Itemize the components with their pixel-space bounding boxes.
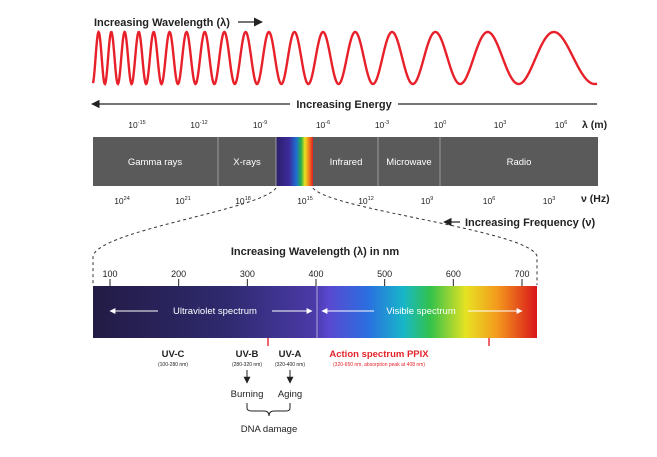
frequency-tick-6-base: 10 — [483, 196, 493, 206]
frequency-tick-7-exponent: 3 — [552, 196, 555, 202]
nm-tick-label-0: 100 — [102, 269, 117, 279]
nm-tick-label-2: 300 — [240, 269, 255, 279]
wavelength-tick-7-exponent: 6 — [564, 120, 567, 126]
frequency-tick-4-exponent: 12 — [368, 196, 374, 202]
wavelength-unit: λ (m) — [582, 119, 607, 131]
wavelength-tick-7: 106 — [555, 120, 568, 130]
frequency-tick-7: 103 — [543, 196, 556, 206]
zoom-line-left — [92, 187, 277, 285]
frequency-tick-3-exponent: 15 — [307, 196, 313, 202]
uva-range: (320-400 nm) — [275, 362, 305, 368]
wavelength-tick-5: 100 — [434, 120, 447, 130]
nm-wavelength-label: Increasing Wavelength (λ) in nm — [231, 246, 400, 258]
aging-label: Aging — [278, 389, 302, 400]
frequency-tick-5-exponent: 9 — [430, 196, 433, 202]
frequency-tick-1-base: 10 — [175, 196, 185, 206]
uvc-title: UV-C — [162, 349, 185, 360]
visible-spectrum-label: Visible spectrum — [386, 306, 456, 317]
frequency-tick-4: 1012 — [358, 196, 374, 206]
wavelength-tick-labels: 10-15 10-12 10-9 10-6 10-3 100 103 106 — [128, 120, 567, 130]
wavelength-tick-0-exponent: -15 — [138, 120, 146, 126]
frequency-tick-0-exponent: 24 — [124, 196, 130, 202]
band-gamma-label: Gamma rays — [128, 157, 183, 168]
nm-spectrum-bar — [93, 286, 537, 338]
ppix-title: Action spectrum PPIX — [329, 349, 429, 360]
uv-spectrum-label: Ultraviolet spectrum — [173, 306, 257, 317]
band-microwave-label: Microwave — [386, 157, 431, 168]
wavelength-tick-0: 10-15 — [128, 120, 145, 130]
wavelength-tick-0-base: 10 — [128, 120, 138, 130]
wavelength-tick-1-base: 10 — [190, 120, 200, 130]
frequency-tick-6: 106 — [483, 196, 496, 206]
uvc-range: (100-280 nm) — [158, 362, 188, 368]
wavelength-tick-5-exponent: 0 — [443, 120, 446, 126]
frequency-tick-labels: 1024 1021 1018 1015 1012 109 106 103 — [114, 196, 555, 206]
frequency-tick-1: 1021 — [175, 196, 191, 206]
wavelength-tick-2: 10-9 — [253, 120, 267, 130]
frequency-tick-7-base: 10 — [543, 196, 553, 206]
burning-label: Burning — [231, 389, 264, 400]
frequency-tick-6-exponent: 6 — [492, 196, 495, 202]
wavelength-tick-4-exponent: -3 — [384, 120, 389, 126]
band-infrared-label: Infrared — [330, 157, 363, 168]
frequency-tick-4-base: 10 — [358, 196, 368, 206]
ppix-range: (320-650 nm, absorption peak at 408 nm) — [333, 362, 425, 368]
nm-tick-label-3: 400 — [308, 269, 323, 279]
uvb-range: (280-320 nm) — [232, 362, 262, 368]
frequency-tick-5: 109 — [421, 196, 434, 206]
top-wavelength-label: Increasing Wavelength (λ) — [94, 17, 230, 29]
band-radio-label: Radio — [507, 157, 532, 168]
wavelength-tick-3: 10-6 — [316, 120, 330, 130]
frequency-tick-2-base: 10 — [235, 196, 245, 206]
frequency-unit: ν (Hz) — [581, 193, 610, 205]
wavelength-tick-2-exponent: -9 — [262, 120, 267, 126]
visible-band-rainbow — [276, 137, 313, 186]
wavelength-tick-3-base: 10 — [316, 120, 326, 130]
uva-title: UV-A — [279, 349, 302, 360]
dna-damage-brace — [246, 403, 291, 417]
frequency-tick-2-exponent: 18 — [245, 196, 251, 202]
wavelength-tick-6-exponent: 3 — [503, 120, 506, 126]
frequency-label: Increasing Frequency (ν) — [465, 217, 596, 229]
spectrum-band-bar — [93, 137, 598, 186]
band-xrays-label: X-rays — [233, 157, 261, 168]
zoom-line-right — [312, 187, 538, 285]
wavelength-tick-4: 10-3 — [375, 120, 389, 130]
nm-tick-label-5: 600 — [446, 269, 461, 279]
frequency-tick-0-base: 10 — [114, 196, 124, 206]
electromagnetic-wave — [91, 29, 598, 86]
nm-tick-label-6: 700 — [514, 269, 529, 279]
frequency-tick-1-exponent: 21 — [185, 196, 191, 202]
wavelength-tick-4-base: 10 — [375, 120, 385, 130]
wavelength-tick-3-exponent: -6 — [325, 120, 330, 126]
frequency-tick-5-base: 10 — [421, 196, 431, 206]
nm-tick-marks: 100 200 300 400 500 600 700 — [102, 269, 530, 286]
wavelength-tick-6: 103 — [494, 120, 507, 130]
frequency-tick-2: 1018 — [235, 196, 251, 206]
frequency-tick-0: 1024 — [114, 196, 130, 206]
energy-label: Increasing Energy — [296, 99, 392, 111]
frequency-tick-3-base: 10 — [297, 196, 307, 206]
wavelength-tick-2-base: 10 — [253, 120, 263, 130]
frequency-tick-3: 1015 — [297, 196, 313, 206]
wavelength-tick-1-exponent: -12 — [200, 120, 208, 126]
uvb-title: UV-B — [236, 349, 259, 360]
wavelength-tick-5-base: 10 — [434, 120, 444, 130]
nm-tick-label-4: 500 — [377, 269, 392, 279]
dna-damage-label: DNA damage — [241, 424, 298, 435]
wavelength-tick-6-base: 10 — [494, 120, 504, 130]
wavelength-tick-1: 10-12 — [190, 120, 207, 130]
nm-tick-label-1: 200 — [171, 269, 186, 279]
wavelength-tick-7-base: 10 — [555, 120, 565, 130]
